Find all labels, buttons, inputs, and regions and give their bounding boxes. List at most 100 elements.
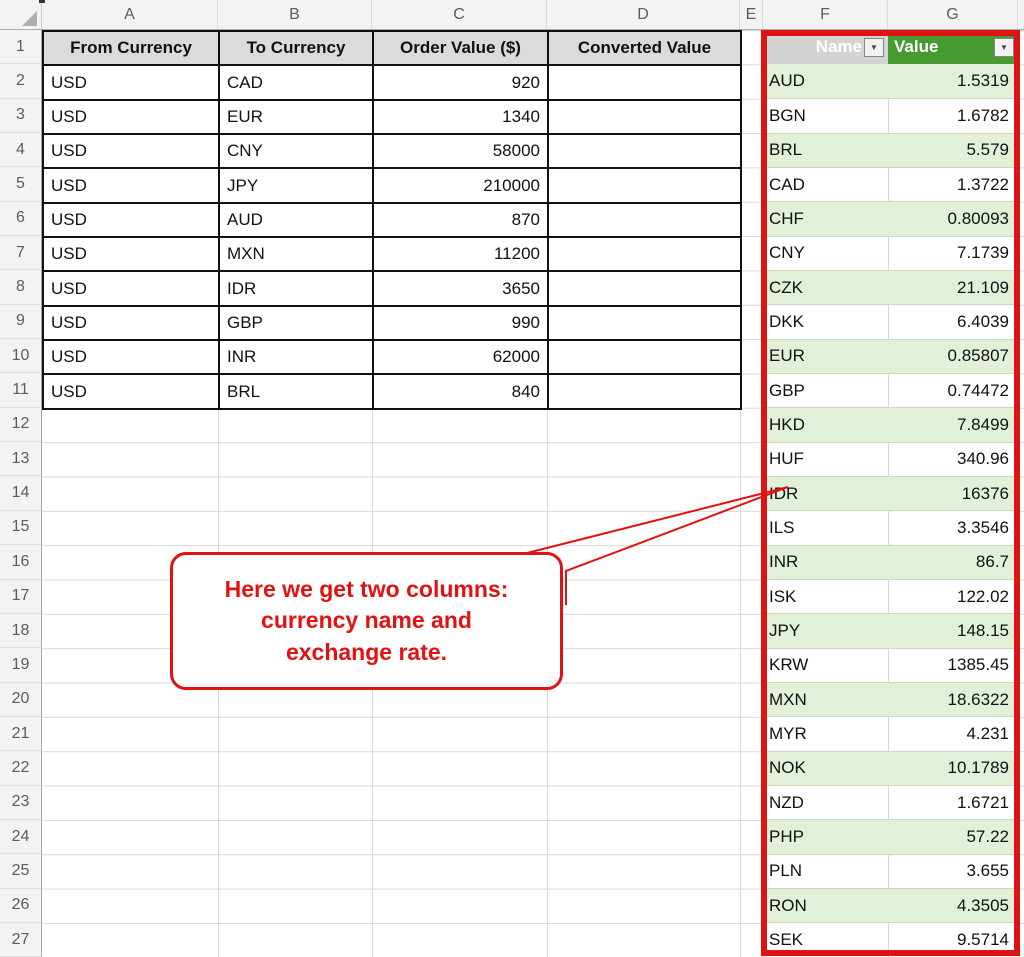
exchange-rate-cell[interactable]: 1.5319 [888,64,1018,100]
from-currency-cell[interactable]: USD [42,373,220,410]
exchange-rate-cell[interactable]: 6.4039 [887,304,1018,340]
currency-name-cell[interactable]: AUD [763,64,888,100]
currency-name-cell[interactable]: INR [763,545,888,581]
column-header-c[interactable]: C [372,0,547,29]
row-header-26[interactable]: 26 [0,889,41,923]
to-currency-cell[interactable]: CAD [218,64,374,101]
header-from-currency[interactable]: From Currency [42,29,220,67]
row-header-12[interactable]: 12 [0,408,41,443]
converted-value-cell[interactable] [547,304,742,342]
from-currency-cell[interactable]: USD [42,133,220,170]
name-filter-dropdown-icon[interactable]: ▼ [864,37,884,57]
from-currency-cell[interactable]: USD [42,270,220,307]
to-currency-cell[interactable]: EUR [218,98,374,136]
row-header-11[interactable]: 11 [0,373,41,408]
column-header-e[interactable]: E [740,0,763,29]
exchange-rate-cell[interactable]: 3.3546 [887,510,1018,546]
column-header-a[interactable]: A [42,0,218,29]
exchange-rate-cell[interactable]: 5.579 [888,133,1018,168]
exchange-rate-cell[interactable]: 1.6721 [887,785,1018,821]
exchange-rate-cell[interactable]: 1385.45 [887,648,1018,684]
exchange-rate-cell[interactable]: 0.85807 [888,339,1018,374]
currency-name-cell[interactable]: MYR [763,716,888,752]
exchange-rate-cell[interactable]: 4.3505 [888,888,1018,924]
order-value-cell[interactable]: 11200 [372,236,549,273]
from-currency-cell[interactable]: USD [42,201,220,239]
converted-value-cell[interactable] [547,201,742,239]
rates-name-header-cell[interactable]: Name ▼ [763,30,888,65]
currency-name-cell[interactable]: KRW [763,648,888,684]
order-value-cell[interactable]: 210000 [372,167,549,204]
value-filter-dropdown-icon[interactable]: ▼ [994,37,1014,57]
column-header-g[interactable]: G [888,0,1018,29]
header-to-currency[interactable]: To Currency [218,29,374,67]
row-header-4[interactable]: 4 [0,133,41,168]
row-header-1[interactable]: 1 [0,30,41,65]
currency-name-cell[interactable]: EUR [763,339,888,374]
converted-value-cell[interactable] [547,339,742,376]
order-value-cell[interactable]: 990 [372,304,549,342]
order-value-cell[interactable]: 920 [372,64,549,101]
row-header-6[interactable]: 6 [0,202,41,237]
exchange-rate-cell[interactable]: 18.6322 [888,682,1018,718]
currency-name-cell[interactable]: PHP [763,819,888,855]
exchange-rate-cell[interactable]: 57.22 [888,819,1018,855]
select-all-corner[interactable] [0,0,42,29]
currency-name-cell[interactable]: SEK [763,922,888,957]
row-header-21[interactable]: 21 [0,717,41,752]
to-currency-cell[interactable]: CNY [218,133,374,170]
rates-value-header-cell[interactable]: Value ▼ [888,30,1018,65]
exchange-rate-cell[interactable]: 0.80093 [888,201,1018,237]
currency-name-cell[interactable]: DKK [763,304,888,340]
row-header-7[interactable]: 7 [0,236,41,271]
currency-name-cell[interactable]: PLN [763,854,888,890]
row-header-27[interactable]: 27 [0,923,41,957]
row-header-24[interactable]: 24 [0,820,41,855]
from-currency-cell[interactable]: USD [42,167,220,204]
exchange-rate-cell[interactable]: 16376 [888,476,1018,512]
exchange-rate-cell[interactable]: 1.6782 [887,98,1018,134]
exchange-rate-cell[interactable]: 3.655 [887,854,1018,890]
converted-value-cell[interactable] [547,64,742,101]
row-header-23[interactable]: 23 [0,786,41,820]
from-currency-cell[interactable]: USD [42,64,220,101]
to-currency-cell[interactable]: IDR [218,270,374,307]
from-currency-cell[interactable]: USD [42,339,220,376]
to-currency-cell[interactable]: INR [218,339,374,376]
order-value-cell[interactable]: 840 [372,373,549,410]
row-header-13[interactable]: 13 [0,442,41,477]
row-header-14[interactable]: 14 [0,476,41,511]
converted-value-cell[interactable] [547,133,742,170]
exchange-rate-cell[interactable]: 148.15 [888,613,1018,649]
row-header-8[interactable]: 8 [0,270,41,305]
order-value-cell[interactable]: 1340 [372,98,549,136]
column-header-b[interactable]: B [218,0,372,29]
row-header-3[interactable]: 3 [0,99,41,134]
column-header-d[interactable]: D [547,0,740,29]
order-value-cell[interactable]: 62000 [372,339,549,376]
from-currency-cell[interactable]: USD [42,236,220,273]
row-header-20[interactable]: 20 [0,683,41,717]
currency-name-cell[interactable]: IDR [763,476,888,512]
exchange-rate-cell[interactable]: 122.02 [887,579,1018,615]
exchange-rate-cell[interactable]: 7.1739 [887,236,1018,271]
order-value-cell[interactable]: 58000 [372,133,549,170]
exchange-rate-cell[interactable]: 21.109 [888,270,1018,306]
currency-name-cell[interactable]: ILS [763,510,888,546]
header-converted-value[interactable]: Converted Value [547,29,742,67]
converted-value-cell[interactable] [547,167,742,204]
currency-name-cell[interactable]: MXN [763,682,888,718]
to-currency-cell[interactable]: GBP [218,304,374,342]
currency-name-cell[interactable]: CZK [763,270,888,306]
order-value-cell[interactable]: 870 [372,201,549,239]
from-currency-cell[interactable]: USD [42,98,220,136]
exchange-rate-cell[interactable]: 4.231 [887,716,1018,752]
currency-name-cell[interactable]: RON [763,888,888,924]
row-header-25[interactable]: 25 [0,854,41,889]
currency-name-cell[interactable]: BRL [763,133,888,168]
converted-value-cell[interactable] [547,373,742,410]
exchange-rate-cell[interactable]: 0.74472 [887,373,1018,409]
to-currency-cell[interactable]: MXN [218,236,374,273]
exchange-rate-cell[interactable]: 340.96 [887,442,1018,477]
currency-name-cell[interactable]: CHF [763,201,888,237]
